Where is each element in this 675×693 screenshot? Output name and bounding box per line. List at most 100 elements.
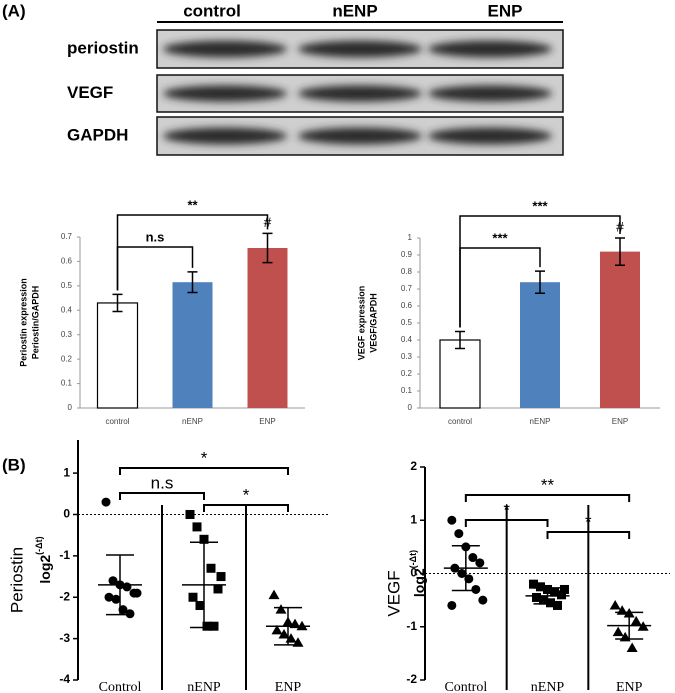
x-tick-label: nENP [182,417,203,426]
data-point [457,569,467,578]
data-point [104,592,114,602]
data-point [108,576,118,586]
blot-band [298,40,422,58]
significance-label: n.s [146,229,165,244]
data-point [626,642,638,653]
blot-band [428,127,552,145]
blot-band [163,40,287,58]
significance-label: ** [187,197,198,212]
error-bar [190,541,218,629]
y-tick-label: 0.1 [401,386,413,395]
blot-band [163,127,287,145]
y-tick-label: -1 [406,619,417,633]
panel-label: (B) [2,455,26,474]
blot-band [298,127,422,145]
bar [520,282,560,408]
y-tick-label: 0.2 [61,354,73,363]
data-point [202,621,212,631]
y-tick-label: 0.6 [401,301,413,310]
y-tick-label: -3 [59,631,70,645]
bar [247,247,288,408]
blot-band [428,85,552,102]
data-point [209,621,219,631]
y-axis-label-base: log2 [37,555,53,584]
y-tick-label: 0 [408,403,413,412]
significance-label: * [585,512,592,531]
y-tick-label: -4 [59,672,70,686]
blot-band [163,85,287,102]
data-point [557,590,566,600]
significance-label: ** [541,475,555,494]
x-tick-label: ENP [275,680,302,693]
data-point [478,595,488,605]
significance-label: *** [532,198,548,213]
blot-column-label: control [183,1,241,20]
data-point [101,497,111,507]
data-point [271,624,283,635]
y-tick-label: -2 [59,589,70,603]
y-tick-label: -2 [406,672,417,686]
data-point [111,594,121,604]
error-bar [533,587,562,605]
y-axis-label: VEGF [384,570,403,616]
y-tick-label: 1 [410,512,417,526]
data-point [195,601,205,611]
significance-label: *** [492,230,508,245]
y-tick-label: 1 [408,233,413,242]
blot-row-label: periostin [67,38,139,57]
data-point [475,558,485,568]
data-point [199,534,209,544]
blot-row-label: GAPDH [67,125,128,144]
significance-label: * [201,448,208,467]
error-bar [455,330,465,350]
y-tick-label: 0 [63,507,70,521]
error-bar [187,271,198,294]
y-tick-label: 0.4 [61,305,73,314]
data-point [609,599,621,610]
blot-column-label: ENP [488,1,523,20]
data-point [612,626,624,637]
data-point [553,600,562,610]
data-point [125,609,135,619]
significance-bracket [464,494,631,502]
data-point [536,582,545,592]
significance-bracket [203,504,289,512]
data-point [278,628,290,639]
y-tick-label: 2 [410,459,417,473]
y-axis-label: Periostin/GAPDH [30,286,40,360]
y-axis-label: VEGF expression [356,286,366,361]
significance-bracket [459,215,621,328]
data-point [630,615,642,626]
y-axis-label: Periostin expression [18,278,28,367]
data-point [539,595,548,605]
significance-bracket [119,492,205,500]
significance-label: n.s [151,473,174,492]
bar [172,282,213,408]
y-tick-label: 0.5 [401,318,413,327]
error-bar [274,606,302,646]
significance-label: * [243,485,250,504]
data-point [122,582,132,592]
y-tick-label: 0.8 [401,267,413,276]
error-bar [262,232,273,264]
y-tick-label: 1 [63,465,70,479]
panel-label: (A) [2,1,26,20]
data-point [454,529,464,539]
data-point [213,584,223,594]
data-point [468,553,478,563]
error-bar [106,554,134,616]
error-bar [615,237,625,266]
significance-bracket [546,531,631,539]
data-point [560,584,569,594]
x-tick-label: nENP [187,680,221,693]
error-bar [451,545,480,592]
data-point [532,592,541,602]
y-axis-label: log2(-Δt) [34,536,52,583]
x-tick-label: ENP [612,417,628,426]
data-point [216,572,226,582]
blot-band [428,40,552,58]
blot-column-label: nENP [332,1,377,20]
x-tick-label: ENP [616,680,643,693]
x-tick-label: control [448,417,472,426]
